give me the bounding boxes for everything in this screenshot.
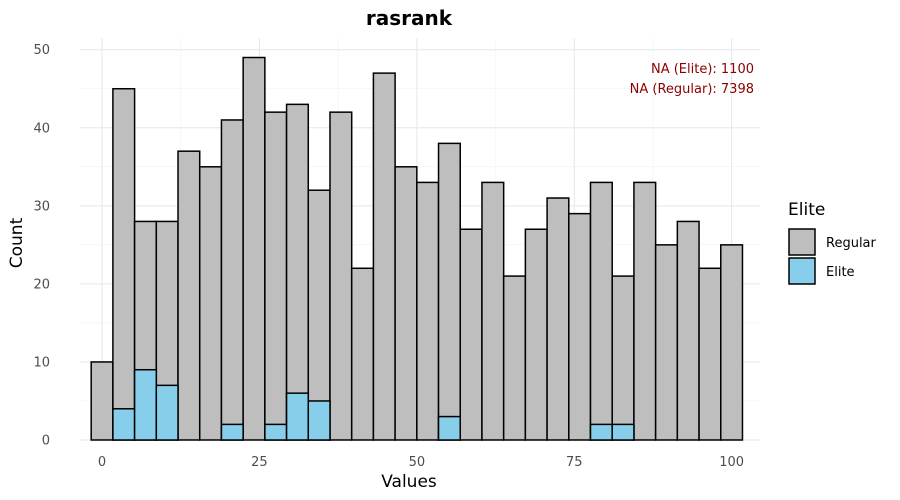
bar-elite bbox=[437, 415, 461, 441]
bar-elite bbox=[285, 392, 310, 441]
bar-regular bbox=[242, 56, 266, 441]
bar-regular bbox=[198, 166, 223, 441]
bar-regular bbox=[502, 275, 527, 441]
bar-regular bbox=[416, 181, 440, 441]
bar-regular bbox=[112, 87, 136, 441]
bar-elite bbox=[589, 423, 613, 441]
legend-swatch-regular bbox=[788, 228, 816, 256]
y-tick-label: 40 bbox=[33, 121, 50, 136]
y-tick-label: 50 bbox=[33, 43, 50, 58]
legend-title: Elite bbox=[788, 200, 825, 220]
bar-regular bbox=[481, 181, 505, 441]
legend-label-regular: Regular bbox=[826, 236, 877, 251]
bar-elite bbox=[112, 408, 136, 441]
bar-regular bbox=[698, 267, 722, 441]
bar-regular bbox=[90, 361, 114, 441]
x-axis-title: Values bbox=[381, 472, 437, 492]
bar-regular bbox=[654, 244, 679, 441]
legend-label-elite: Elite bbox=[826, 265, 855, 280]
bar-regular bbox=[437, 142, 461, 441]
y-tick-label: 10 bbox=[33, 355, 50, 370]
legend: Elite Regular Elite bbox=[788, 200, 877, 285]
bar-regular bbox=[546, 197, 570, 441]
bars bbox=[90, 56, 744, 441]
bar-regular bbox=[285, 103, 310, 441]
axis-ticks: 0 25 50 75 100 0 10 20 30 40 50 bbox=[33, 43, 744, 470]
bar-elite bbox=[264, 423, 288, 441]
annotation-na-elite: NA (Elite): 1100 bbox=[651, 62, 754, 77]
bar-regular bbox=[676, 220, 700, 441]
y-tick-label: 20 bbox=[33, 277, 50, 292]
y-tick-label: 30 bbox=[33, 199, 50, 214]
bar-regular bbox=[589, 181, 613, 441]
bar-regular bbox=[372, 72, 396, 441]
x-tick-label: 75 bbox=[566, 455, 583, 470]
y-axis-title: Count bbox=[7, 217, 27, 268]
bar-regular bbox=[329, 111, 353, 441]
bar-regular bbox=[350, 267, 375, 441]
bar-elite bbox=[611, 423, 635, 441]
bar-elite bbox=[133, 368, 158, 441]
bar-elite bbox=[220, 423, 244, 441]
y-tick-label: 0 bbox=[42, 434, 50, 449]
x-tick-label: 0 bbox=[98, 455, 106, 470]
bar-regular bbox=[394, 166, 418, 441]
bar-regular bbox=[720, 244, 744, 441]
bar-regular bbox=[459, 228, 483, 441]
bar-elite bbox=[155, 384, 179, 441]
annotation-na-regular: NA (Regular): 7398 bbox=[630, 82, 754, 97]
bar-regular bbox=[524, 228, 548, 441]
bar-regular bbox=[177, 150, 201, 441]
x-tick-label: 25 bbox=[251, 455, 268, 470]
chart-title: rasrank bbox=[366, 6, 453, 30]
x-tick-label: 50 bbox=[409, 455, 426, 470]
bar-regular bbox=[568, 212, 592, 441]
bar-regular bbox=[611, 275, 635, 441]
bar-regular bbox=[264, 111, 288, 441]
bar-elite bbox=[307, 400, 331, 441]
legend-swatch-elite bbox=[788, 257, 816, 285]
x-tick-label: 100 bbox=[719, 455, 744, 470]
bar-regular bbox=[220, 119, 244, 441]
bar-regular bbox=[633, 181, 657, 441]
